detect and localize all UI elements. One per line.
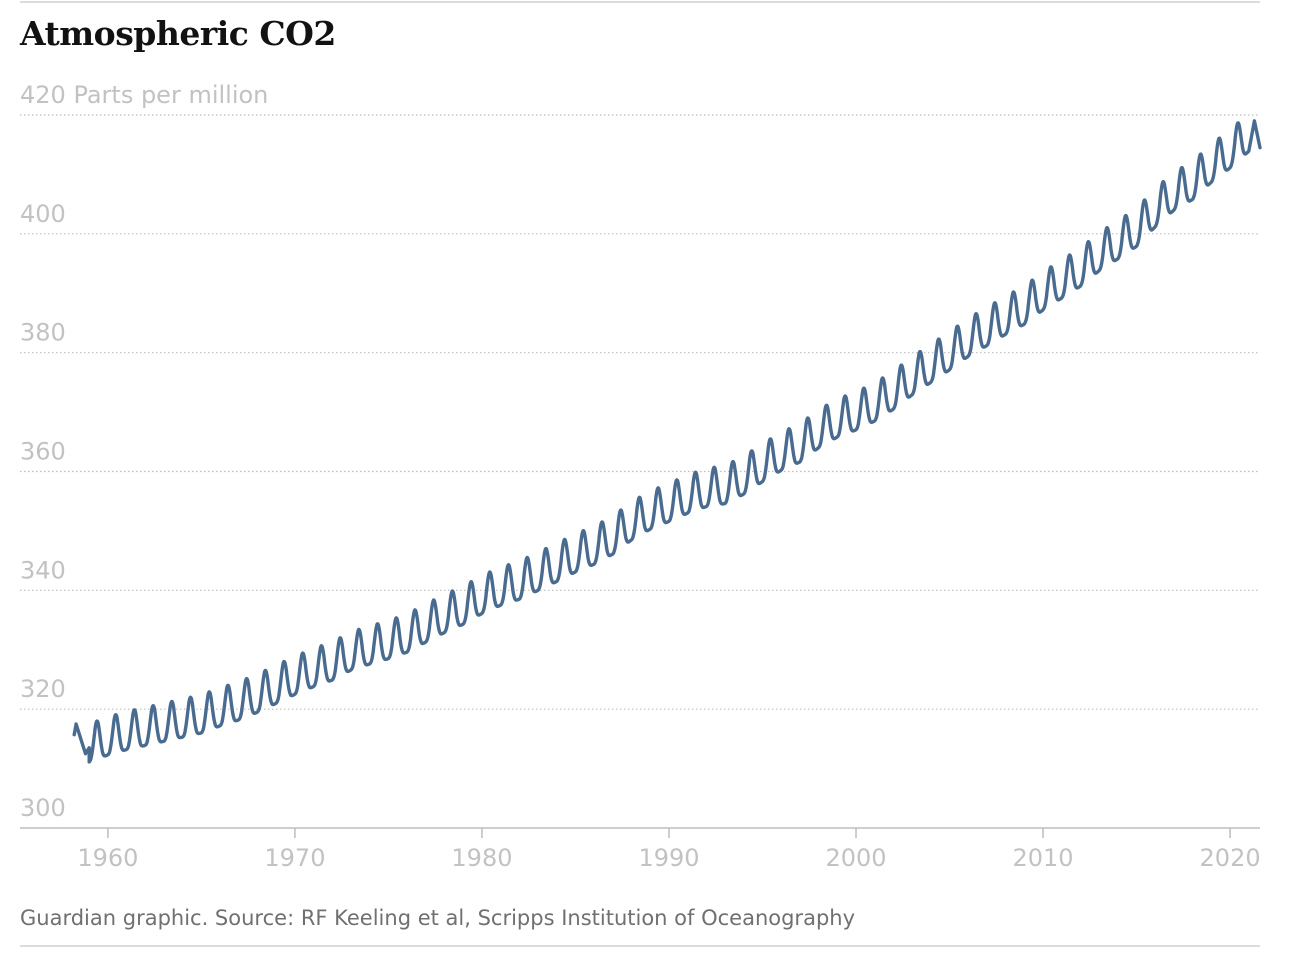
y-tick-label-320: 320	[20, 675, 66, 703]
top-rule	[20, 1, 1260, 3]
x-tick-label-2020: 2020	[1200, 844, 1261, 872]
gridlines	[20, 114, 1260, 710]
y-tick-label-340: 340	[20, 556, 66, 584]
y-tick-label-400: 400	[20, 200, 66, 228]
x-tick-label-2000: 2000	[825, 844, 886, 872]
chart-title: Atmospheric CO2	[20, 14, 336, 53]
x-tick-label-1990: 1990	[638, 844, 699, 872]
y-tick-label-420: 420 Parts per million	[20, 81, 268, 109]
y-tick-label-380: 380	[20, 319, 66, 347]
co2-series-line	[72, 119, 1262, 764]
source-note: Guardian graphic. Source: RF Keeling et …	[20, 906, 856, 930]
x-tick-label-1960: 1960	[77, 844, 138, 872]
x-tick-label-2010: 2010	[1013, 844, 1074, 872]
y-tick-label-300: 300	[20, 794, 66, 822]
series-layer	[72, 119, 1262, 764]
tick-labels: 420 Parts per million 400 380 360 340 320 300 1…	[20, 81, 1261, 872]
y-tick-label-360: 360	[20, 438, 66, 466]
x-tick-label-1980: 1980	[451, 844, 512, 872]
co2-line-chart: 420 Parts per million 400 380 360 340 320 300 1…	[20, 81, 1262, 872]
x-tick-label-1970: 1970	[264, 844, 325, 872]
bottom-rule	[20, 945, 1260, 947]
